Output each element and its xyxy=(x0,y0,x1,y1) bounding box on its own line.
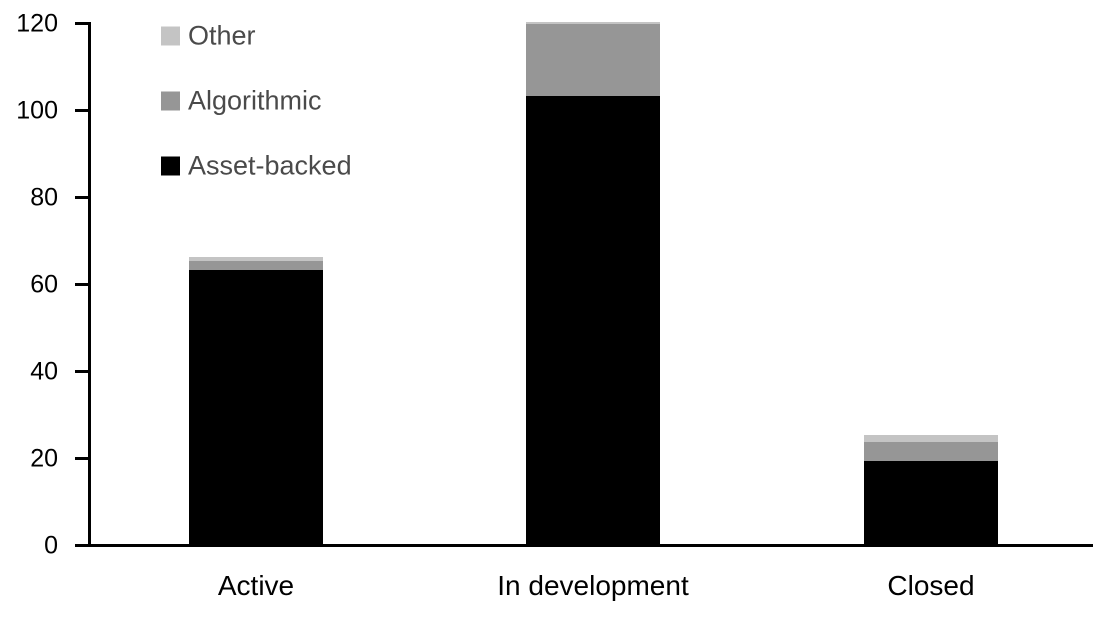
bar-segment-active-other xyxy=(189,256,323,262)
bar-segment-active-asset-backed xyxy=(189,269,323,544)
legend-swatch-asset-backed xyxy=(161,156,180,176)
legend-item-other: Other xyxy=(161,21,256,52)
y-tick xyxy=(75,457,88,460)
y-tick xyxy=(75,370,88,373)
bar-segment-in-development-other xyxy=(526,22,660,25)
y-tick xyxy=(75,196,88,199)
y-tick xyxy=(75,109,88,112)
legend-label-asset-backed: Asset-backed xyxy=(188,150,352,181)
legend-swatch-other xyxy=(161,26,180,46)
y-axis-tick-label: 20 xyxy=(30,444,58,472)
y-axis-tick-label: 80 xyxy=(30,183,58,211)
y-axis-line xyxy=(88,22,91,547)
y-axis-tick-label: 40 xyxy=(30,357,58,385)
bar-segment-closed-other xyxy=(864,435,998,442)
x-axis-label-active: Active xyxy=(217,570,295,601)
y-tick xyxy=(75,283,88,286)
bar-segment-in-development-algorithmic xyxy=(526,24,660,96)
bar-segment-active-algorithmic xyxy=(189,261,323,270)
legend-swatch-algorithmic xyxy=(161,91,180,111)
legend-item-asset-backed: Asset-backed xyxy=(161,151,352,182)
legend-label-algorithmic: Algorithmic xyxy=(188,85,322,116)
y-tick xyxy=(75,22,88,25)
y-axis-tick-label: 60 xyxy=(30,270,58,298)
y-axis-tick-label: 100 xyxy=(16,96,58,124)
legend-label-other: Other xyxy=(188,20,256,51)
bar-segment-in-development-asset-backed xyxy=(526,95,660,544)
x-axis-label-in-development: In development xyxy=(497,570,689,601)
bar-segment-closed-algorithmic xyxy=(864,441,998,462)
x-axis-line xyxy=(75,544,1093,547)
x-axis-label-closed: Closed xyxy=(887,570,975,601)
bar-segment-closed-asset-backed xyxy=(864,461,998,544)
y-axis-tick-label: 0 xyxy=(44,531,58,559)
legend-item-algorithmic: Algorithmic xyxy=(161,86,322,117)
y-axis-tick-label: 120 xyxy=(16,9,58,37)
